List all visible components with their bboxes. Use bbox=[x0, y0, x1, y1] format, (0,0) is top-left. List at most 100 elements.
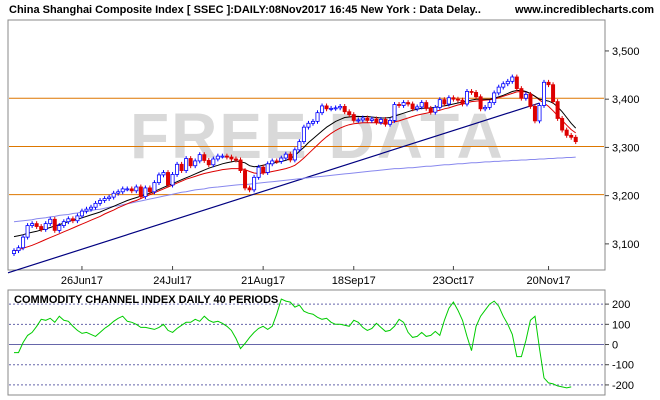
candle-body bbox=[442, 99, 447, 105]
candle-body bbox=[61, 221, 66, 226]
candle bbox=[220, 153, 225, 159]
candle-body bbox=[555, 101, 560, 119]
candle bbox=[338, 104, 343, 111]
candle bbox=[184, 156, 189, 173]
candle-body bbox=[211, 158, 216, 166]
candle-body bbox=[48, 218, 53, 225]
candle-body bbox=[39, 226, 44, 230]
y-tick-label: 3,400 bbox=[612, 94, 640, 106]
candle-body bbox=[52, 218, 57, 231]
candle bbox=[52, 216, 57, 233]
candle bbox=[211, 156, 216, 168]
candle bbox=[306, 120, 311, 130]
candle bbox=[288, 151, 293, 163]
candle-body bbox=[333, 107, 338, 110]
candle-body bbox=[292, 149, 297, 161]
candle-body bbox=[397, 104, 402, 106]
price-candles bbox=[11, 74, 578, 256]
candle-body bbox=[365, 117, 370, 121]
candle-body bbox=[57, 225, 62, 231]
x-tick-label: 23Oct17 bbox=[433, 275, 475, 287]
candle bbox=[342, 104, 347, 115]
candle bbox=[496, 84, 501, 96]
y-tick-label: 3,300 bbox=[612, 142, 640, 154]
candle-body bbox=[156, 174, 161, 184]
candle bbox=[193, 158, 198, 169]
candle bbox=[129, 186, 134, 194]
candle-body bbox=[184, 158, 189, 171]
candle-body bbox=[125, 188, 130, 191]
site-link[interactable]: www.incrediblecharts.com bbox=[514, 4, 654, 16]
candle bbox=[233, 156, 238, 163]
candle bbox=[84, 206, 89, 214]
candle bbox=[143, 185, 148, 200]
candle-body bbox=[75, 215, 80, 222]
candle bbox=[125, 186, 130, 192]
candle-body bbox=[161, 172, 166, 176]
candle bbox=[542, 79, 547, 108]
candle-body bbox=[89, 206, 94, 210]
candle bbox=[387, 117, 392, 127]
candle bbox=[229, 154, 234, 162]
candle-body bbox=[306, 122, 311, 128]
candle bbox=[356, 117, 361, 123]
candle-body bbox=[351, 114, 356, 121]
candle-body bbox=[446, 97, 451, 105]
candle bbox=[107, 194, 112, 201]
candle bbox=[120, 186, 125, 195]
candle-body bbox=[116, 191, 121, 194]
candle bbox=[555, 99, 560, 121]
candle-body bbox=[243, 170, 248, 189]
x-tick-label: 18Sep17 bbox=[332, 275, 376, 287]
candle-body bbox=[374, 118, 379, 123]
candle-body bbox=[179, 163, 184, 171]
candle-body bbox=[338, 106, 343, 109]
candle bbox=[433, 104, 438, 115]
candle bbox=[514, 74, 519, 91]
candle-body bbox=[84, 208, 89, 212]
candle bbox=[25, 223, 30, 240]
candle-body bbox=[419, 102, 424, 108]
candle-body bbox=[324, 105, 329, 110]
candle bbox=[147, 185, 152, 195]
candle-body bbox=[320, 105, 325, 114]
candle-body bbox=[505, 80, 510, 85]
candle-body bbox=[519, 88, 524, 99]
candle bbox=[546, 79, 551, 88]
candle bbox=[283, 151, 288, 161]
candle bbox=[324, 103, 329, 112]
candle bbox=[424, 100, 429, 111]
candle bbox=[197, 152, 202, 164]
candle bbox=[166, 170, 171, 188]
candle-body bbox=[523, 93, 528, 99]
candle-body bbox=[34, 223, 39, 227]
candle bbox=[111, 190, 116, 200]
candle bbox=[156, 172, 161, 186]
candle bbox=[446, 95, 451, 107]
candle-body bbox=[564, 129, 569, 136]
cci-title: COMMODITY CHANNEL INDEX DAILY 40 PERIODS bbox=[14, 294, 278, 306]
candle-body bbox=[496, 86, 501, 94]
cci-series-line bbox=[14, 298, 572, 389]
candle-body bbox=[528, 93, 533, 107]
candle-body bbox=[111, 192, 116, 198]
candle bbox=[43, 221, 48, 232]
candle-body bbox=[514, 76, 519, 89]
candle bbox=[79, 208, 84, 219]
price-trendline bbox=[7, 102, 540, 274]
candle-body bbox=[229, 156, 234, 160]
cci-line bbox=[14, 298, 572, 389]
candle bbox=[274, 158, 279, 164]
candle-body bbox=[532, 106, 537, 122]
candle bbox=[392, 102, 397, 123]
candle-body bbox=[342, 106, 347, 113]
candle bbox=[573, 134, 578, 145]
candle bbox=[310, 118, 315, 126]
candle-body bbox=[283, 153, 288, 159]
candle-body bbox=[120, 188, 125, 193]
candle-body bbox=[256, 166, 261, 178]
candle bbox=[406, 100, 411, 107]
candle bbox=[224, 153, 229, 160]
x-tick-label: 24Jul17 bbox=[153, 275, 192, 287]
candle-body bbox=[197, 154, 202, 162]
